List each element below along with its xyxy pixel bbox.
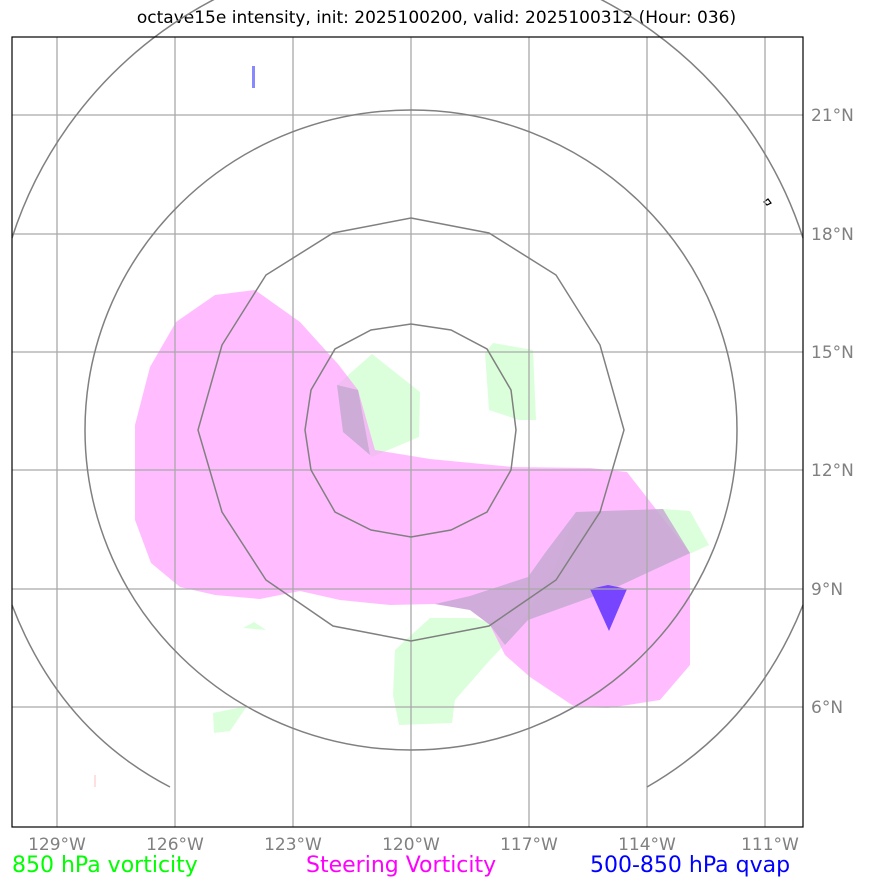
lon-label: 117°W [500,835,558,855]
map-title: octave15e intensity, init: 2025100200, v… [136,8,737,28]
latitude-labels: 21°N 18°N 15°N 12°N 9°N 6°N [811,106,854,718]
graticule [12,37,803,827]
steering-vorticity-overlap [337,385,370,455]
legend-vorticity-850: 850 hPa vorticity [12,853,198,878]
distance-rings [11,0,804,788]
qvap-patch-north [252,66,255,88]
lon-label: 126°W [146,835,204,855]
vorticity-patch-small [243,622,266,630]
lat-label: 15°N [811,343,854,363]
ring-4 [11,0,804,239]
lon-label: 120°W [382,835,440,855]
map-frame [11,36,804,828]
steering-vorticity-overlap-south [435,509,690,645]
qvap-patch-main [590,585,627,631]
ring-1 [304,323,517,538]
vorticity-patch-northeast [485,343,536,420]
ring-4-left [11,604,171,788]
lon-label: 129°W [28,835,86,855]
lat-label: 9°N [811,580,843,600]
ring-2 [197,217,625,642]
legend-steering-vorticity: Steering Vorticity [306,853,497,878]
lat-label: 6°N [811,698,843,718]
ring-4-right [646,604,804,788]
longitude-labels: 129°W 126°W 123°W 120°W 117°W 114°W 111°… [28,835,799,855]
vorticity-patch-southwest [213,706,247,733]
lat-label: 12°N [811,461,854,481]
legend-qvap: 500-850 hPa qvap [590,853,791,878]
faint-mark [94,775,96,787]
lat-label: 21°N [811,106,854,126]
lon-label: 123°W [264,835,322,855]
lat-label: 18°N [811,225,854,245]
lon-label: 111°W [741,835,799,855]
small-contour-northeast [763,198,772,206]
lon-label: 114°W [618,835,676,855]
ring-3 [84,109,738,751]
